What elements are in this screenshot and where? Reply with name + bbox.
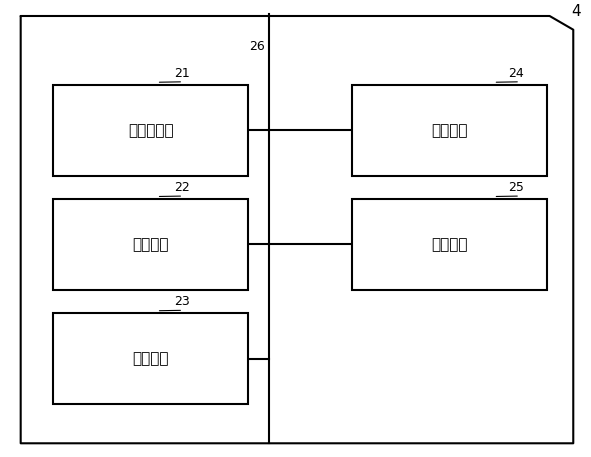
Bar bbox=[352, 199, 547, 290]
Bar bbox=[53, 85, 248, 176]
Text: 26: 26 bbox=[249, 40, 265, 53]
Text: プロセッサ: プロセッサ bbox=[128, 123, 174, 138]
Text: 4: 4 bbox=[571, 4, 581, 19]
Text: 通信装置: 通信装置 bbox=[431, 237, 467, 252]
Text: 記憶装置: 記憶装置 bbox=[431, 123, 467, 138]
Bar bbox=[352, 85, 547, 176]
Text: 23: 23 bbox=[174, 296, 190, 308]
Text: 表示装置: 表示装置 bbox=[132, 237, 169, 252]
Bar bbox=[53, 199, 248, 290]
Bar bbox=[53, 313, 248, 404]
Text: 24: 24 bbox=[508, 67, 524, 80]
Text: 入力装置: 入力装置 bbox=[132, 351, 169, 366]
Text: 25: 25 bbox=[508, 181, 524, 194]
Text: 21: 21 bbox=[174, 67, 190, 80]
Text: 22: 22 bbox=[174, 181, 190, 194]
